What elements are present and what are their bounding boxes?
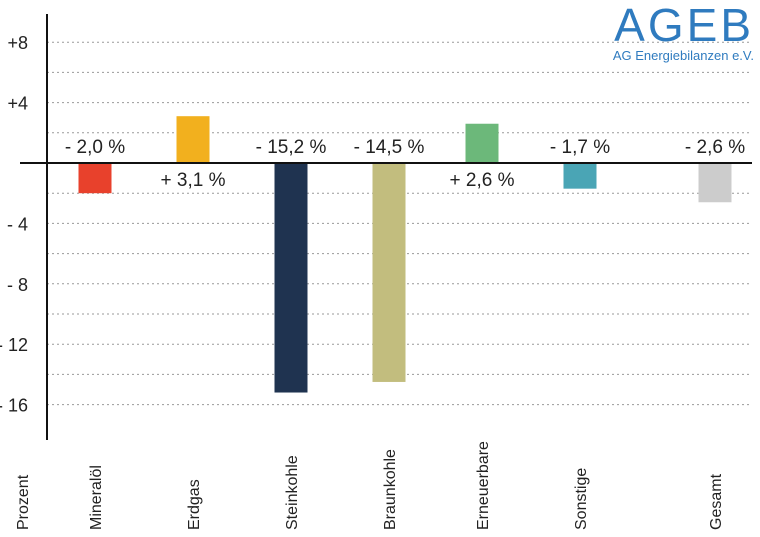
value-label: - 15,2 % xyxy=(256,137,327,158)
category-labels: Mineralöl Erdgas Steinkohle Braunkohle Erneu… xyxy=(88,441,725,530)
bar-braunkohle xyxy=(372,163,406,382)
y-tick-labels: +8 +4 - 4 - 8 - 12 - 16 xyxy=(0,33,28,415)
value-label: + 3,1 % xyxy=(161,170,226,191)
bar-sonstige xyxy=(563,163,597,189)
bar-erneuerbare xyxy=(465,123,499,163)
value-label: - 2,0 % xyxy=(65,137,125,158)
value-labels: - 2,0 % + 3,1 % - 15,2 % - 14,5 % + 2,6 % - 1… xyxy=(65,137,745,191)
category-label: Gesamt xyxy=(708,473,725,530)
y-tick-label: - 8 xyxy=(7,275,28,295)
y-tick-label: - 16 xyxy=(0,396,28,416)
bar-mineralöl xyxy=(78,163,112,194)
category-label: Erneuerbare xyxy=(475,441,492,530)
bar-steinkohle xyxy=(274,163,308,393)
category-label: Sonstige xyxy=(573,468,590,530)
y-tick-label: +4 xyxy=(7,94,28,114)
bar-gesamt xyxy=(698,163,732,203)
bar-erdgas xyxy=(176,116,210,163)
value-label: - 14,5 % xyxy=(354,137,425,158)
value-label: + 2,6 % xyxy=(450,170,515,191)
category-label: Braunkohle xyxy=(382,449,399,530)
x-axis-label: Prozent xyxy=(15,474,32,530)
category-label: Steinkohle xyxy=(284,455,301,530)
y-tick-label: +8 xyxy=(7,33,28,53)
axes xyxy=(20,14,752,440)
category-label: Erdgas xyxy=(186,479,203,530)
logo-brand: AGEB xyxy=(614,0,754,51)
ageb-logo: AGEB AG Energiebilanzen e.V. xyxy=(613,2,754,63)
category-label: Mineralöl xyxy=(88,465,105,530)
y-tick-label: - 12 xyxy=(0,335,28,355)
value-label: - 2,6 % xyxy=(685,137,745,158)
y-tick-label: - 4 xyxy=(7,214,28,234)
logo-subtitle: AG Energiebilanzen e.V. xyxy=(612,48,754,63)
bars xyxy=(78,116,732,393)
value-label: - 1,7 % xyxy=(550,137,610,158)
